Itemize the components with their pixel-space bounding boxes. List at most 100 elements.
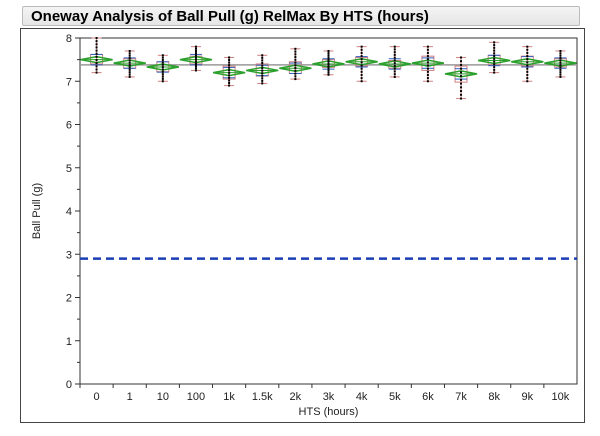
data-point: [294, 64, 297, 67]
data-point: [493, 68, 496, 71]
data-point: [327, 58, 330, 61]
data-point: [393, 75, 396, 78]
data-point: [460, 82, 463, 85]
data-point: [393, 48, 396, 51]
data-point: [327, 56, 330, 59]
y-tick-label: 7: [66, 76, 72, 88]
data-point: [194, 49, 197, 52]
data-point: [460, 56, 463, 59]
data-point: [559, 49, 562, 52]
data-point: [327, 69, 330, 72]
data-point: [493, 71, 496, 74]
data-point: [194, 54, 197, 57]
data-point: [95, 68, 98, 71]
x-axis-label: HTS (hours): [299, 406, 359, 418]
data-point: [161, 73, 164, 76]
data-point: [493, 60, 496, 63]
data-point: [261, 61, 264, 64]
data-point: [426, 67, 429, 70]
data-point: [95, 40, 98, 43]
data-point: [460, 71, 463, 74]
data-point: [228, 76, 231, 79]
data-point: [228, 74, 231, 77]
data-point: [261, 72, 264, 75]
data-point: [261, 64, 264, 67]
data-point: [360, 58, 363, 61]
data-point: [261, 79, 264, 82]
data-point: [393, 51, 396, 54]
data-point: [161, 63, 164, 66]
data-point: [161, 68, 164, 71]
data-point: [426, 45, 429, 48]
data-point: [194, 52, 197, 55]
data-point: [460, 97, 463, 100]
data-point: [261, 54, 264, 57]
data-point: [360, 77, 363, 80]
data-point: [426, 48, 429, 51]
data-point: [460, 67, 463, 70]
x-tick-label: 1.5k: [252, 391, 273, 403]
x-tick-label: 0: [94, 391, 100, 403]
data-point: [228, 82, 231, 85]
data-point: [526, 58, 529, 61]
report-title[interactable]: Oneway Analysis of Ball Pull (g) RelMax …: [22, 6, 580, 26]
y-tick-label: 6: [66, 120, 72, 132]
data-point: [526, 51, 529, 54]
x-tick-label: 10: [157, 391, 169, 403]
y-tick-label: 0: [66, 379, 72, 391]
data-point: [128, 66, 131, 69]
data-point: [194, 67, 197, 70]
data-point: [559, 75, 562, 78]
data-point: [327, 62, 330, 65]
y-tick-label: 4: [66, 206, 72, 218]
data-point: [327, 73, 330, 76]
data-point: [294, 47, 297, 50]
data-point: [261, 67, 264, 70]
data-point: [426, 70, 429, 73]
data-point: [493, 66, 496, 69]
x-tick-label: 100: [187, 391, 205, 403]
data-point: [526, 67, 529, 70]
data-point: [526, 80, 529, 83]
data-point: [261, 74, 264, 77]
data-point: [493, 63, 496, 66]
data-point: [161, 59, 164, 62]
data-point: [95, 62, 98, 65]
data-point: [360, 51, 363, 54]
data-point: [161, 56, 164, 59]
data-point: [228, 69, 231, 72]
x-tick-label: 6k: [422, 391, 434, 403]
data-point: [327, 49, 330, 52]
data-point: [128, 61, 131, 64]
data-point: [360, 67, 363, 70]
data-point: [327, 60, 330, 63]
data-point: [393, 53, 396, 56]
data-point: [161, 66, 164, 69]
data-point: [393, 56, 396, 59]
data-point: [460, 90, 463, 93]
y-tick-label: 8: [66, 33, 72, 45]
y-tick-label: 1: [66, 336, 72, 348]
plot-area: [79, 37, 578, 385]
data-point: [294, 75, 297, 78]
data-point: [95, 52, 98, 55]
data-point: [228, 84, 231, 87]
data-point: [360, 73, 363, 76]
data-point: [526, 48, 529, 51]
data-point: [128, 71, 131, 74]
data-point: [228, 61, 231, 64]
data-point: [426, 51, 429, 54]
data-point: [194, 56, 197, 59]
data-point: [559, 54, 562, 57]
data-point: [128, 68, 131, 71]
y-tick-label: 5: [66, 163, 72, 175]
data-point: [327, 67, 330, 70]
data-point: [294, 58, 297, 61]
data-point: [228, 59, 231, 62]
data-point: [360, 45, 363, 48]
data-point: [95, 43, 98, 46]
data-point: [261, 77, 264, 80]
data-point: [559, 57, 562, 60]
